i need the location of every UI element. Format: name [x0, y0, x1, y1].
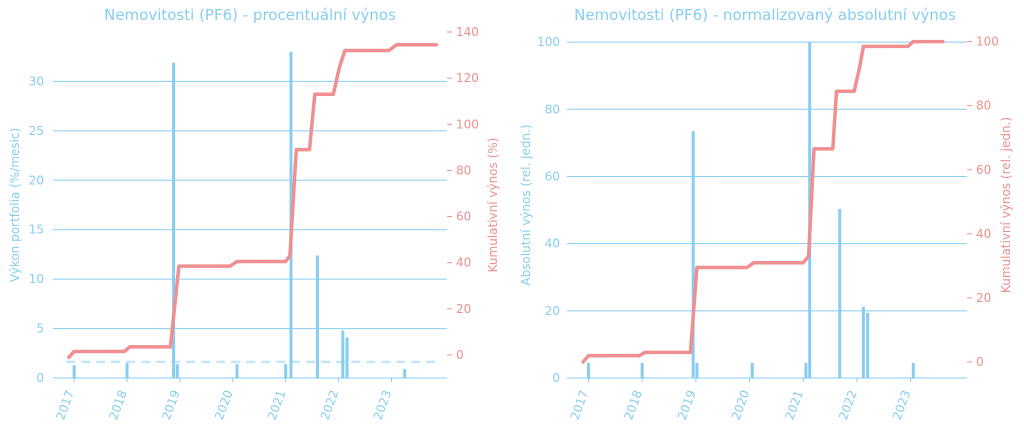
- y-tick-label: 25: [29, 124, 44, 138]
- y2-tick-label: 120: [456, 71, 479, 85]
- bar: [315, 255, 319, 378]
- y2-tick-label: 20: [456, 302, 471, 316]
- y2-tick-label: 80: [456, 163, 471, 177]
- y2-tick-label: 60: [456, 210, 471, 224]
- x-tick-label: 2017: [53, 388, 77, 421]
- x-tick-label: 2023: [890, 388, 914, 421]
- x-tick-label: 2019: [675, 388, 699, 421]
- y-tick-label: 40: [545, 237, 560, 251]
- y-axis-label: Absolutní výnos (rel. jedn.): [519, 124, 533, 285]
- bar: [640, 362, 644, 378]
- bar: [695, 362, 699, 378]
- bar: [72, 365, 76, 378]
- y-tick-label: 0: [36, 371, 44, 385]
- chart-title: Nemovitosti (PF6) - normalizovaný absolu…: [574, 6, 956, 24]
- y2-tick-label: 40: [976, 227, 991, 241]
- bar: [750, 362, 754, 378]
- x-tick-label: 2022: [836, 388, 860, 421]
- y-tick-label: 30: [29, 74, 44, 88]
- x-tick-label: 2019: [159, 388, 183, 421]
- y-tick-label: 20: [545, 304, 560, 318]
- y2-tick-label: 80: [976, 99, 991, 113]
- y2-tick-label: 20: [976, 291, 991, 305]
- y2-tick-label: 60: [976, 163, 991, 177]
- y2-tick-label: 100: [976, 35, 999, 49]
- y-tick-label: 20: [29, 173, 44, 187]
- y2-tick-label: 40: [456, 256, 471, 270]
- y-tick-label: 5: [36, 322, 44, 336]
- bar: [861, 306, 865, 378]
- x-tick-label: 2017: [568, 388, 592, 421]
- x-tick-label: 2021: [782, 388, 806, 421]
- y-tick-label: 60: [545, 169, 560, 183]
- x-tick-label: 2023: [371, 388, 395, 421]
- bar: [838, 209, 842, 378]
- bar: [172, 62, 176, 378]
- cumulative-line: [67, 42, 439, 359]
- bar: [284, 364, 288, 378]
- y2-axis-label: Kumulativní výnos (rel. jedn.): [999, 117, 1013, 293]
- y2-tick-label: 140: [456, 25, 479, 39]
- bar: [235, 364, 239, 378]
- chart-title: Nemovitosti (PF6) - procentuální výnos: [104, 6, 396, 24]
- bar: [403, 369, 407, 378]
- y-tick-label: 15: [29, 223, 44, 237]
- y2-axis-label: Kumulativní výnos (%): [486, 138, 500, 273]
- bar: [586, 362, 590, 378]
- bar: [866, 312, 870, 378]
- x-tick-label: 2021: [265, 388, 289, 421]
- x-tick-label: 2018: [621, 388, 645, 421]
- y2-tick-label: 100: [456, 117, 479, 131]
- bar: [125, 363, 129, 378]
- bar: [341, 330, 345, 378]
- bar: [691, 131, 695, 378]
- x-tick-label: 2020: [729, 388, 753, 421]
- y2-tick-label: 0: [456, 348, 464, 362]
- bar: [804, 362, 808, 378]
- x-tick-label: 2020: [212, 388, 236, 421]
- bar: [175, 364, 179, 378]
- x-tick-label: 2018: [106, 388, 130, 421]
- y-tick-label: 100: [537, 35, 560, 49]
- y-axis-label: Výkon portfolia (%/mesic): [8, 128, 22, 282]
- y2-tick-label: 0: [976, 355, 984, 369]
- cumulative-line: [581, 39, 945, 364]
- bar: [911, 362, 915, 378]
- y-tick-label: 80: [545, 102, 560, 116]
- y-tick-label: 0: [552, 371, 560, 385]
- x-tick-label: 2022: [318, 388, 342, 421]
- y-tick-label: 10: [29, 272, 44, 286]
- bar: [345, 337, 349, 378]
